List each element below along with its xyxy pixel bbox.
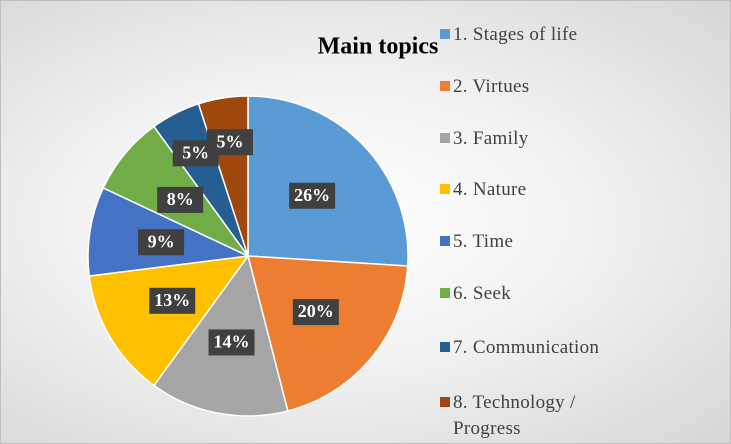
data-label: 5%	[216, 131, 243, 151]
data-label: 5%	[182, 142, 209, 162]
data-label-box	[138, 229, 185, 256]
data-label: 14%	[214, 332, 250, 352]
data-label: 26%	[294, 185, 330, 205]
legend-label: 2. Virtues	[453, 76, 530, 97]
legend-label: 7. Communication	[453, 337, 600, 358]
data-label: 8%	[167, 189, 194, 209]
chart-title: Main topics	[318, 34, 439, 60]
legend-swatch	[440, 342, 450, 352]
legend-swatch	[440, 184, 450, 194]
data-label-box	[292, 299, 339, 326]
data-label-box	[149, 287, 196, 314]
data-label-box	[289, 182, 336, 209]
data-label-box	[157, 186, 204, 213]
legend-label: 8. Technology / Progress	[453, 392, 576, 439]
data-label-box	[208, 329, 255, 356]
data-label: 20%	[298, 301, 334, 321]
pie-slice	[88, 255, 250, 387]
data-label: 13%	[154, 290, 190, 310]
legend-swatch	[440, 397, 450, 407]
legend-swatch	[440, 133, 450, 143]
data-label: 9%	[148, 231, 175, 251]
legend-label: 6. Seek	[453, 283, 512, 304]
legend-swatch	[440, 236, 450, 246]
legend-label: 3. Family	[453, 128, 529, 149]
legend-label: 5. Time	[453, 231, 514, 252]
legend-swatch	[440, 29, 450, 39]
legend-label: 1. Stages of life	[453, 24, 578, 45]
pie-slice	[247, 95, 409, 267]
pie-slice	[247, 255, 409, 412]
legend-swatch	[440, 288, 450, 298]
legend-label: 4. Nature	[453, 179, 527, 200]
legend-swatch	[440, 81, 450, 91]
data-label-box	[206, 129, 253, 156]
